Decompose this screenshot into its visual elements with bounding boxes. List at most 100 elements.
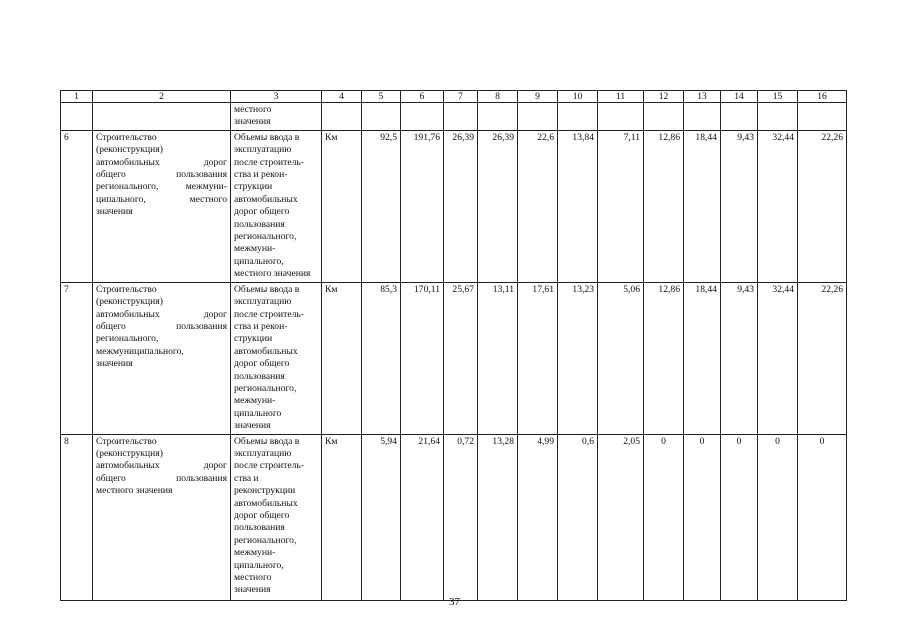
table-row: 8 Строительство (реконструкция) автомобильн… — [60, 433, 847, 601]
indicator-cell: Объемы ввода в эксплуатацию после строител… — [230, 433, 322, 601]
value-cell: 18,44 — [683, 281, 721, 435]
table-row: 7 Строительство (реконструкция) автомобильн… — [60, 281, 847, 435]
text-line: межмуни- — [234, 395, 276, 407]
indicator-cell: Объемы ввода в эксплуатацию после строител… — [230, 281, 322, 435]
text-line: значения — [234, 420, 271, 432]
text-line: (реконструкция) — [96, 296, 163, 308]
page-number: 37 — [449, 596, 460, 608]
column-header: 3 — [230, 90, 322, 103]
value-cell: 26,39 — [443, 129, 478, 283]
value-cell: 18,44 — [683, 129, 721, 283]
column-header: 16 — [797, 90, 847, 103]
text-line: местного — [234, 104, 272, 115]
text-line: после строитель- — [234, 460, 304, 472]
text-line: местного — [234, 572, 272, 584]
name-cell: Строительство (реконструкция) автомобильны… — [92, 281, 231, 435]
text-line: местного значения — [234, 268, 311, 280]
text-line: пользования — [234, 370, 285, 382]
value-cell: 9,43 — [720, 281, 758, 435]
text-line: струкции — [234, 181, 273, 193]
value-cell: 21,64 — [400, 433, 444, 601]
continuation-row: местного значения — [60, 102, 847, 131]
table-cell — [683, 102, 721, 131]
value-cell: 22,6 — [517, 129, 558, 283]
value-cell: 0 — [757, 433, 798, 601]
table-cell — [400, 102, 444, 131]
text-line: автомобильных дорог — [96, 308, 227, 320]
text-line: автомобильных — [234, 497, 298, 509]
text-line: ства и рекон- — [234, 320, 288, 332]
text-line: межмуни- — [234, 243, 276, 255]
text-line: общего пользования — [96, 169, 227, 181]
column-header: 9 — [517, 90, 558, 103]
text-line: регионального, — [234, 534, 297, 546]
value-cell: 13,11 — [477, 281, 518, 435]
text-line: ства и рекон- — [234, 169, 288, 181]
text-line: дорог общего — [234, 206, 290, 218]
table-cell — [797, 102, 847, 131]
text-line: эксплуатацию — [234, 144, 292, 156]
column-header: 2 — [92, 90, 231, 103]
value-cell: 4,99 — [517, 433, 558, 601]
row-number-cell: 7 — [60, 281, 93, 435]
text-line: дорог общего — [234, 510, 290, 521]
table-cell — [92, 102, 231, 131]
text-line: автомобильных дорог — [96, 460, 227, 472]
column-header: 5 — [361, 90, 401, 103]
table-cell — [643, 102, 684, 131]
text-line: автомобильных — [234, 345, 298, 357]
text-line: Объемы ввода в — [234, 131, 300, 143]
column-header: 4 — [321, 90, 362, 103]
column-header: 12 — [643, 90, 684, 103]
column-header: 11 — [597, 90, 644, 103]
table-cell — [597, 102, 644, 131]
text-line: эксплуатацию — [234, 296, 292, 308]
text-line: автомобильных — [234, 193, 298, 205]
row-number-cell: 6 — [60, 129, 93, 283]
header-row: 1 2 3 4 5 6 7 8 9 10 11 12 13 14 15 16 — [60, 90, 847, 103]
column-header: 1 — [60, 90, 93, 103]
name-cell: Строительство (реконструкция) автомобильны… — [92, 433, 231, 601]
text-line: (реконструкция) — [96, 447, 163, 459]
text-line: Объемы ввода в — [234, 283, 300, 295]
unit-cell: Км — [321, 281, 362, 435]
table-cell: местного значения — [230, 102, 322, 131]
table-cell — [443, 102, 478, 131]
text-line: межмуни- — [234, 547, 276, 559]
text-line: межмуниципального, — [96, 345, 184, 357]
text-line: регионального, — [96, 333, 159, 345]
column-header: 14 — [720, 90, 758, 103]
name-cell: Строительство (реконструкция) автомобильны… — [92, 129, 231, 283]
text-line: струкции — [234, 333, 273, 345]
value-cell: 7,11 — [597, 129, 644, 283]
data-table: 1 2 3 4 5 6 7 8 9 10 11 12 13 14 15 16 местного значения 6… — [60, 90, 847, 601]
value-cell: 26,39 — [477, 129, 518, 283]
text-line: местного значения — [96, 485, 173, 497]
value-cell: 13,84 — [557, 129, 598, 283]
value-cell: 22,26 — [797, 281, 847, 435]
text-line: пользования — [234, 218, 285, 230]
text-line: общего пользования — [96, 472, 227, 484]
value-cell: 25,67 — [443, 281, 478, 435]
text-line: общего пользования — [96, 320, 227, 332]
value-cell: 12,86 — [643, 281, 684, 435]
text-line: значения — [234, 116, 271, 128]
text-line: после строитель- — [234, 156, 304, 168]
value-cell: 5,06 — [597, 281, 644, 435]
text-line: реконструкции — [234, 485, 296, 497]
text-line: (реконструкция) — [96, 144, 163, 156]
text-line: Объемы ввода в — [234, 435, 300, 447]
column-header: 7 — [443, 90, 478, 103]
text-line: эксплуатацию — [234, 447, 292, 459]
table-cell — [321, 102, 362, 131]
value-cell: 2,05 — [597, 433, 644, 601]
text-line: Строительство — [96, 131, 157, 143]
table-cell — [557, 102, 598, 131]
value-cell: 0 — [797, 433, 847, 601]
text-line: значения — [234, 584, 271, 596]
column-header: 8 — [477, 90, 518, 103]
text-line: значения — [96, 358, 133, 370]
text-line: регионального, — [234, 231, 297, 243]
value-cell: 32,44 — [757, 129, 798, 283]
value-cell: 85,3 — [361, 281, 401, 435]
